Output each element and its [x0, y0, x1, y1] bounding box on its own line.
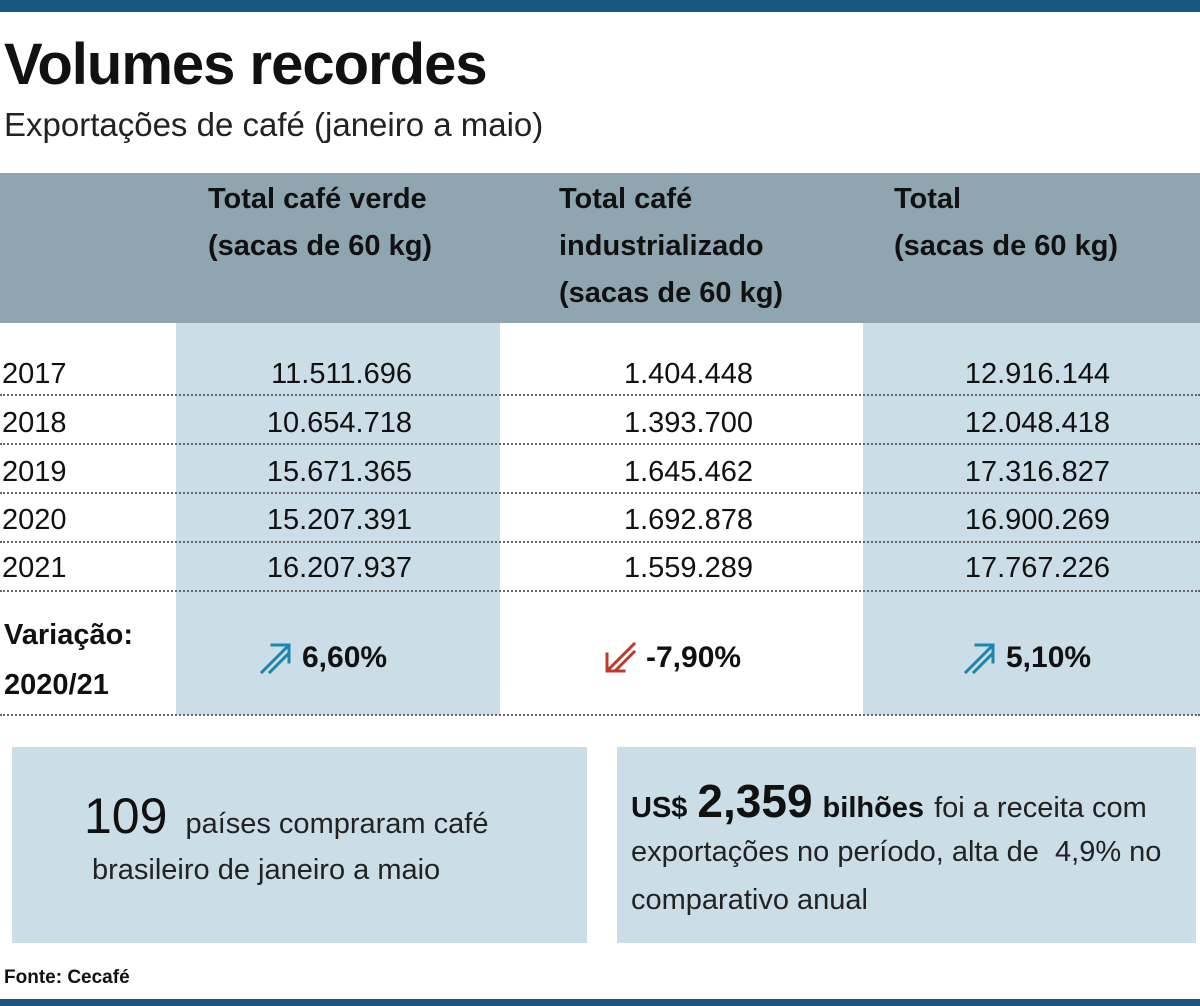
variation-verde: 6,60% [258, 638, 387, 678]
cell-industrializado: 1.645.462 [623, 456, 753, 488]
row-separator [0, 394, 1200, 396]
countries-count: 109 [84, 788, 168, 844]
row-separator [0, 492, 1200, 494]
column-verde-background [176, 323, 500, 715]
revenue-unit: bilhões [822, 792, 925, 824]
page-subtitle: Exportações de café (janeiro a maio) [4, 106, 544, 143]
callout-countries-line1: 109 países compraram café [84, 786, 488, 846]
cell-industrializado: 1.404.448 [623, 358, 753, 390]
variation-label-line: 2020/21 [4, 669, 109, 701]
header-line: (sacas de 60 kg) [559, 277, 784, 309]
cell-verde: 15.207.391 [266, 504, 412, 536]
variation-label: Variação: 2020/21 [4, 610, 133, 710]
countries-text: países compraram café [185, 808, 489, 840]
year-label: 2020 [2, 504, 67, 536]
row-separator [0, 443, 1200, 445]
double-arrow-down-left-icon [605, 641, 637, 673]
column-header-verde: Total café verde (sacas de 60 kg) [208, 176, 432, 270]
row-separator [0, 590, 1200, 592]
page-title: Volumes recordes [4, 32, 488, 97]
revenue-amount: 2,359 [697, 775, 813, 827]
header-line: Total café verde [208, 183, 427, 215]
variation-industrializado: -7,90% [602, 638, 741, 678]
header-line: Total [894, 183, 962, 215]
row-separator [0, 714, 1200, 716]
callout-revenue-line3: comparativo anual [631, 884, 868, 916]
year-label: 2017 [2, 358, 67, 390]
cell-total: 12.048.418 [964, 407, 1110, 439]
cell-verde: 16.207.937 [266, 552, 412, 584]
cell-verde: 15.671.365 [266, 456, 412, 488]
variation-label-line: Variação: [4, 619, 133, 651]
bottom-accent-bar [0, 999, 1200, 1006]
header-line: (sacas de 60 kg) [208, 230, 433, 262]
cell-industrializado: 1.692.878 [623, 504, 753, 536]
cell-industrializado: 1.559.289 [623, 552, 753, 584]
variation-value: 6,60% [302, 641, 388, 674]
cell-total: 12.916.144 [964, 358, 1110, 390]
revenue-text: foi a receita com [934, 792, 1147, 824]
header-line: (sacas de 60 kg) [894, 230, 1119, 262]
double-arrow-up-right-icon [259, 643, 291, 675]
revenue-currency: US$ [631, 792, 688, 824]
row-separator [0, 541, 1200, 543]
column-header-total: Total (sacas de 60 kg) [894, 176, 1118, 270]
callout-revenue-line2: exportações no período, alta de 4,9% no [631, 836, 1162, 868]
cell-total: 16.900.269 [964, 504, 1110, 536]
callout-countries [12, 747, 587, 943]
variation-value: -7,90% [646, 641, 742, 674]
cell-total: 17.767.226 [964, 552, 1110, 584]
table-header-background [0, 173, 1200, 323]
cell-verde: 10.654.718 [266, 407, 412, 439]
column-total-background [863, 323, 1200, 715]
header-line: industrializado [559, 230, 764, 262]
variation-total: 5,10% [962, 638, 1091, 678]
cell-verde: 11.511.696 [271, 358, 412, 390]
year-label: 2019 [2, 456, 67, 488]
cell-industrializado: 1.393.700 [623, 407, 753, 439]
double-arrow-up-right-icon [963, 643, 995, 675]
callout-countries-line2: brasileiro de janeiro a maio [92, 854, 441, 886]
year-label: 2018 [2, 407, 67, 439]
year-label: 2021 [2, 552, 67, 584]
callout-revenue [617, 747, 1196, 943]
cell-total: 17.316.827 [964, 456, 1110, 488]
source-note: Fonte: Cecafé [4, 967, 130, 988]
callout-revenue-line1: US$ 2,359 bilhões foi a receita com [631, 773, 1147, 830]
top-accent-bar [0, 0, 1200, 12]
column-header-industrializado: Total café industrializado (sacas de 60 … [559, 176, 783, 317]
variation-value: 5,10% [1006, 641, 1092, 674]
header-line: Total café [559, 183, 693, 215]
